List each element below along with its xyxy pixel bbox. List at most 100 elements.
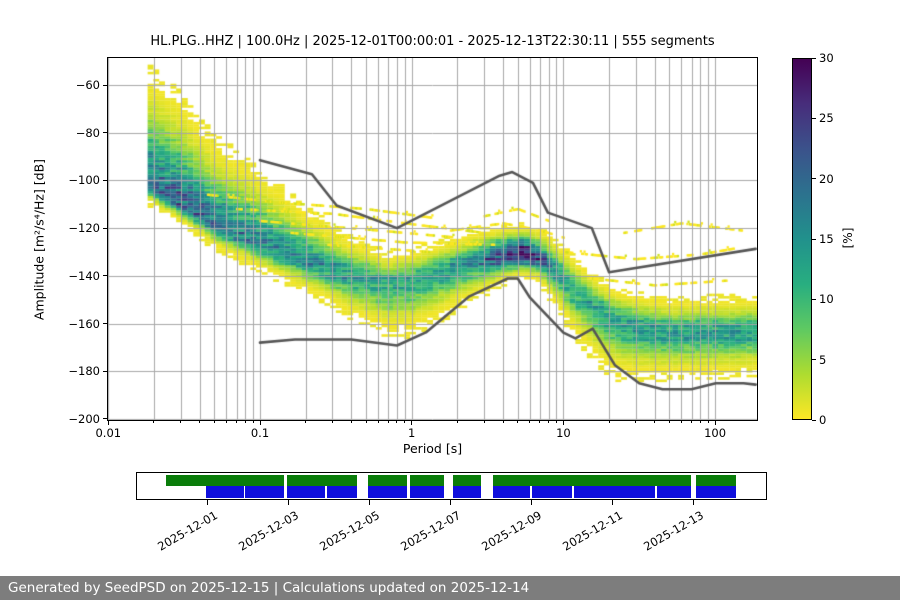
y-tick-label: −60 <box>75 78 100 92</box>
x-minor-tick-mark <box>365 420 367 423</box>
data-coverage-segment <box>493 485 530 498</box>
colorbar-tick-mark <box>812 117 816 119</box>
x-minor-tick-mark <box>555 420 557 423</box>
data-coverage-segment <box>245 485 284 498</box>
colorbar-tick-label: 10 <box>819 292 834 307</box>
x-tick-label: 0.1 <box>250 426 270 440</box>
colorbar-tick-label: 5 <box>819 352 827 367</box>
y-tick-label: −200 <box>68 411 100 426</box>
psd-coverage-segment <box>453 474 481 486</box>
data-coverage-segment <box>574 485 655 498</box>
x-minor-tick-mark <box>225 420 227 423</box>
x-minor-tick-mark <box>691 420 693 423</box>
x-minor-tick-mark <box>635 420 637 423</box>
y-tick-mark <box>103 275 108 277</box>
date-tick-mark <box>287 500 289 505</box>
x-minor-tick-mark <box>331 420 333 423</box>
x-minor-tick-mark <box>252 420 254 423</box>
y-tick-mark <box>103 370 108 372</box>
colorbar <box>792 58 812 420</box>
x-major-tick-mark <box>411 420 413 425</box>
psd-coverage-segment <box>166 474 284 486</box>
x-tick-label: 1 <box>408 426 416 440</box>
x-major-tick-mark <box>259 420 261 425</box>
x-minor-tick-mark <box>213 420 215 423</box>
x-tick-label: 0.01 <box>95 426 122 440</box>
y-tick-label: −120 <box>68 221 100 236</box>
data-coverage-segment <box>409 485 444 498</box>
data-availability-bar <box>136 472 767 500</box>
x-minor-tick-mark <box>180 420 182 423</box>
data-coverage-segment <box>657 485 691 498</box>
data-coverage-segment <box>206 485 244 498</box>
colorbar-tick-mark <box>812 178 816 180</box>
psd-coverage-segment <box>409 474 444 486</box>
data-coverage-segment <box>532 485 572 498</box>
x-minor-tick-mark <box>244 420 246 423</box>
colorbar-tick-label: 15 <box>819 232 834 246</box>
plot-border <box>107 57 758 421</box>
psd-coverage-segment <box>368 474 407 486</box>
psd-coverage-segment <box>286 474 357 486</box>
x-major-tick-mark <box>714 420 716 425</box>
date-tick-mark <box>530 500 532 505</box>
colorbar-tick-label: 25 <box>819 111 834 126</box>
x-minor-tick-mark <box>539 420 541 423</box>
x-major-tick-mark <box>562 420 564 425</box>
date-tick-mark <box>611 500 613 505</box>
x-minor-tick-mark <box>517 420 519 423</box>
colorbar-tick-mark <box>812 298 816 300</box>
x-minor-tick-mark <box>668 420 670 423</box>
colorbar-tick-mark <box>812 419 816 421</box>
x-tick-label: 10 <box>556 426 571 440</box>
x-minor-tick-mark <box>548 420 550 423</box>
colorbar-tick-mark <box>812 238 816 240</box>
x-minor-tick-mark <box>680 420 682 423</box>
x-minor-tick-mark <box>377 420 379 423</box>
colorbar-tick-label: 20 <box>819 171 834 186</box>
x-minor-tick-mark <box>502 420 504 423</box>
colorbar-label: [%] <box>841 227 855 249</box>
x-minor-tick-mark <box>707 420 709 423</box>
x-minor-tick-mark <box>396 420 398 423</box>
y-tick-mark <box>103 227 108 229</box>
y-tick-label: −140 <box>68 268 100 283</box>
colorbar-tick-label: 0 <box>819 413 827 427</box>
date-tick-mark <box>692 500 694 505</box>
y-tick-label: −80 <box>75 125 100 140</box>
x-minor-tick-mark <box>456 420 458 423</box>
data-coverage-segment <box>368 485 407 498</box>
y-tick-mark <box>103 84 108 86</box>
x-axis-label: Period [s] <box>402 441 463 456</box>
x-minor-tick-mark <box>404 420 406 423</box>
x-minor-tick-mark <box>305 420 307 423</box>
date-tick-mark <box>449 500 451 505</box>
y-tick-label: −180 <box>68 364 100 379</box>
x-minor-tick-mark <box>529 420 531 423</box>
y-tick-mark <box>103 132 108 134</box>
ppsd-histogram-canvas <box>108 58 757 420</box>
x-tick-label: 100 <box>704 426 727 440</box>
y-tick-mark <box>103 179 108 181</box>
data-coverage-segment <box>286 485 325 498</box>
x-major-tick-mark <box>107 420 109 425</box>
x-minor-tick-mark <box>350 420 352 423</box>
psd-coverage-segment <box>493 474 691 486</box>
colorbar-tick-mark <box>812 359 816 361</box>
x-minor-tick-mark <box>153 420 155 423</box>
y-tick-mark <box>103 418 108 420</box>
y-tick-label: −160 <box>68 316 100 331</box>
x-minor-tick-mark <box>699 420 701 423</box>
psd-coverage-segment <box>696 474 736 486</box>
date-tick-mark <box>206 500 208 505</box>
data-coverage-segment <box>327 485 357 498</box>
x-minor-tick-mark <box>608 420 610 423</box>
data-coverage-segment <box>453 485 481 498</box>
y-tick-mark <box>103 323 108 325</box>
y-axis-label: Amplitude [m²/s⁴/Hz] [dB] <box>31 158 47 321</box>
x-minor-tick-mark <box>236 420 237 423</box>
colorbar-tick-label: 30 <box>819 51 834 65</box>
colorbar-tick-mark <box>812 57 816 59</box>
footer-status-bar: Generated by SeedPSD on 2025-12-15 | Cal… <box>0 576 900 600</box>
